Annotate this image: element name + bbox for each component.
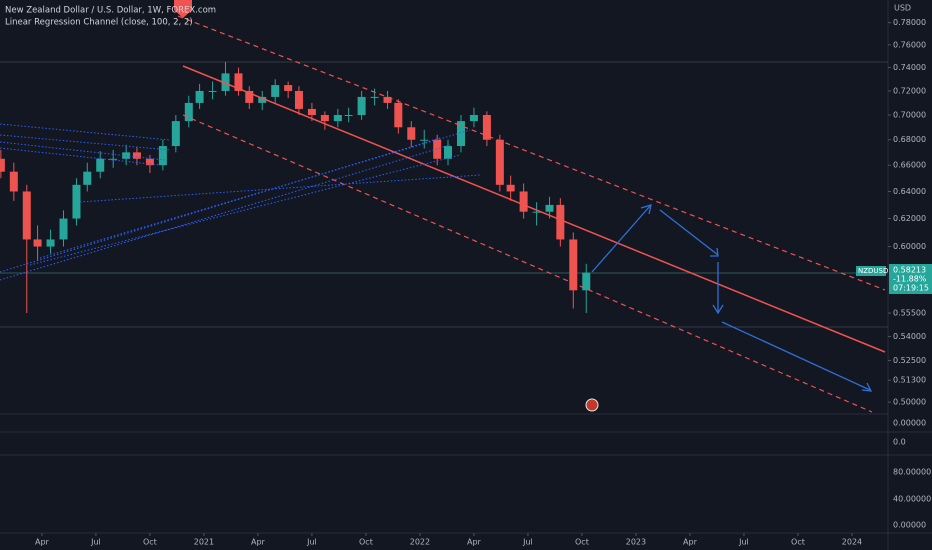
candle-body	[383, 96, 392, 103]
candle-body	[444, 146, 453, 159]
lower-axis-label: 40.00000	[893, 495, 931, 504]
candle-body	[171, 121, 180, 147]
lower-axis-label: 0.00000	[893, 521, 926, 530]
candle-body	[184, 102, 193, 122]
y-tick-label: 0.60000	[893, 242, 926, 251]
y-tick-label: 0.72000	[893, 86, 926, 95]
symbol: NZDUSD	[858, 267, 888, 275]
candle-body	[258, 96, 267, 103]
candle-body	[72, 184, 81, 219]
y-tick-label: 0.70000	[893, 111, 926, 120]
candle-body	[545, 204, 554, 212]
candle-body	[284, 85, 293, 91]
x-tick-label: Oct	[575, 538, 589, 547]
y-tick-label: 0.78000	[893, 18, 926, 27]
header-title: New Zealand Dollar / U.S. Dollar, 1W, FO…	[5, 6, 216, 16]
symbol-badge	[856, 266, 886, 276]
lower-axis-label: 80.00000	[893, 468, 931, 477]
candle-body	[420, 139, 429, 141]
candle-body	[394, 102, 403, 128]
candle-body	[569, 239, 578, 291]
change: -11.88%	[893, 275, 927, 284]
candle-body	[245, 90, 254, 103]
x-tick-label: 2021	[194, 538, 214, 547]
x-tick-label: Apr	[251, 538, 266, 547]
y-tick-label: 0.55500	[893, 309, 926, 318]
candle-body	[109, 158, 118, 160]
candle-body	[556, 204, 565, 240]
y-tick-label: 0.68000	[893, 135, 926, 144]
horizontal-levels	[0, 61, 888, 328]
candle-body	[357, 96, 366, 116]
candle-body	[96, 158, 105, 172]
x-tick-label: Jul	[522, 538, 533, 547]
candle-body	[208, 90, 217, 92]
y-tick-label: 0.52500	[893, 356, 926, 365]
x-tick-label: Jul	[738, 538, 749, 547]
x-tick-label: Jul	[306, 538, 317, 547]
candle-body	[407, 127, 416, 140]
candle-body	[195, 90, 204, 103]
candle-body	[294, 90, 303, 109]
candle-body	[9, 171, 18, 192]
x-tick-label: 2024	[842, 538, 862, 547]
candle-body	[46, 239, 55, 247]
x-tick-label: Apr	[467, 538, 482, 547]
candle-body	[22, 191, 31, 240]
candle-body	[320, 115, 329, 122]
indicator-name: Linear Regression Channel (close, 100, 2…	[5, 18, 193, 28]
candle-body	[506, 184, 515, 192]
candle-body	[221, 73, 230, 91]
x-tick-label: Oct	[791, 538, 805, 547]
candle-body	[519, 191, 528, 212]
candle-body	[234, 73, 243, 91]
x-tick-label: 2023	[626, 538, 646, 547]
candle-body	[532, 211, 541, 213]
y-tick-label: 0.50000	[893, 398, 926, 407]
x-tick-label: Apr	[683, 538, 698, 547]
candle-body	[333, 115, 342, 122]
y-tick-label: 0.66000	[893, 161, 926, 170]
x-tick-label: Oct	[359, 538, 373, 547]
countdown: 07:19:15	[893, 284, 929, 293]
candle-body	[482, 115, 491, 140]
price-badge	[889, 264, 932, 294]
candle-body	[495, 139, 504, 185]
x-tick-label: Oct	[143, 538, 157, 547]
lower-axis-label: 0.0	[893, 438, 906, 447]
lower-axis-label: 0.00000	[893, 419, 926, 428]
x-tick-label: 2022	[410, 538, 430, 547]
candle-body	[469, 115, 478, 122]
candle-body	[370, 96, 379, 98]
candle-body	[271, 85, 280, 97]
candle-body	[307, 108, 316, 116]
candle-body	[0, 158, 5, 172]
candle-body	[33, 239, 42, 247]
y-tick-label: 0.62000	[893, 214, 926, 223]
price: 0.58213	[893, 266, 926, 275]
y-tick-label: 0.76000	[893, 40, 926, 49]
x-tick-label: Jul	[90, 538, 101, 547]
y-tick-label: 0.54000	[893, 332, 926, 341]
candle-body	[344, 115, 353, 117]
y-tick-label: 0.74000	[893, 63, 926, 72]
candle-body	[582, 272, 591, 291]
candle-body	[59, 218, 68, 240]
candle-body	[145, 158, 154, 166]
y-tick-label: 0.51300	[893, 376, 926, 385]
candle-body	[83, 171, 92, 185]
candle-body	[158, 146, 167, 166]
candle-body	[132, 152, 141, 159]
candles	[0, 61, 591, 314]
x-tick-label: Apr	[35, 538, 50, 547]
drawings	[0, 0, 886, 413]
y-tick-label: 0.64000	[893, 187, 926, 196]
candle-body	[456, 121, 465, 147]
currency: USD	[894, 4, 911, 13]
